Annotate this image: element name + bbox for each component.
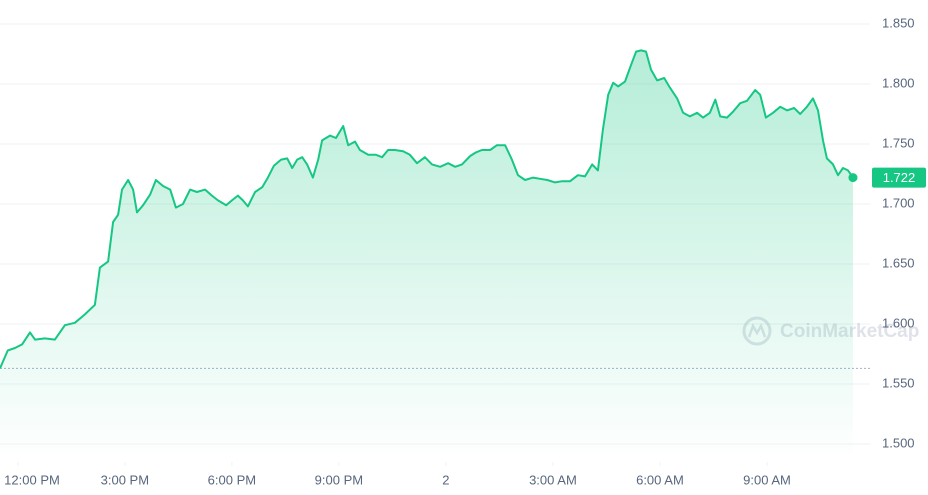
- y-tick-label: 1.600: [882, 315, 915, 330]
- x-tick-label: 6:00 PM: [208, 472, 256, 487]
- y-tick-label: 1.650: [882, 255, 915, 270]
- y-tick-label: 1.550: [882, 375, 915, 390]
- x-tick-label: 9:00 PM: [315, 472, 363, 487]
- price-tag-label: 1.722: [883, 170, 916, 185]
- x-tick-label: 9:00 AM: [743, 472, 791, 487]
- price-line: [0, 49, 854, 369]
- area: [0, 50, 853, 463]
- plot: [0, 49, 870, 463]
- x-tick-label: 2: [442, 472, 449, 487]
- y-tick-label: 1.500: [882, 435, 915, 450]
- x-tick-label: 6:00 AM: [636, 472, 684, 487]
- x-tick-label: 12:00 PM: [4, 472, 60, 487]
- y-tick-label: 1.700: [882, 195, 915, 210]
- current-dot: [848, 173, 858, 183]
- x-tick-label: 3:00 PM: [101, 472, 149, 487]
- y-tick-label: 1.850: [882, 15, 915, 30]
- price-tag: [872, 167, 926, 188]
- x-tick-label: 3:00 AM: [529, 472, 577, 487]
- y-tick-label: 1.800: [882, 75, 915, 90]
- y-tick-label: 1.750: [882, 135, 915, 150]
